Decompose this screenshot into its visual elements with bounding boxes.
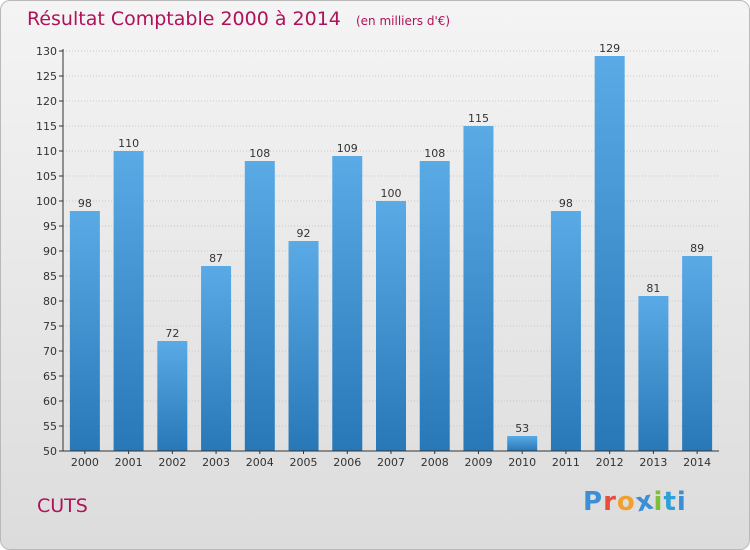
x-tick-label: 2011	[552, 456, 580, 469]
bar-2010	[507, 436, 538, 451]
y-tick-label: 130	[36, 45, 57, 58]
bar-2002	[157, 341, 188, 451]
y-tick-label: 80	[43, 295, 57, 308]
bar-2004	[244, 161, 275, 451]
x-tick-label: 2006	[333, 456, 361, 469]
value-label: 72	[165, 327, 179, 340]
x-tick-label: 2003	[202, 456, 230, 469]
logo-letter: r	[603, 487, 617, 517]
value-label: 87	[209, 252, 223, 265]
value-label: 108	[249, 147, 270, 160]
value-label: 92	[297, 227, 311, 240]
bar-2000	[69, 211, 100, 451]
y-tick-label: 95	[43, 220, 57, 233]
x-tick-label: 2000	[71, 456, 99, 469]
x-tick-label: 2014	[683, 456, 711, 469]
y-tick-label: 125	[36, 70, 57, 83]
bar-2008	[419, 161, 450, 451]
x-tick-label: 2001	[115, 456, 143, 469]
x-tick-label: 2010	[508, 456, 536, 469]
bar-2014	[682, 256, 713, 451]
commune-name: CUTS	[37, 495, 88, 517]
bar-2001	[113, 151, 144, 451]
axes	[59, 49, 719, 454]
x-tick-label: 2012	[596, 456, 624, 469]
bar-2012	[594, 56, 625, 451]
x-tick-label: 2004	[246, 456, 274, 469]
value-label: 110	[118, 137, 139, 150]
logo-letter: i	[676, 487, 687, 517]
bar-2011	[550, 211, 581, 451]
x-tick-label: 2013	[639, 456, 667, 469]
bar-2007	[376, 201, 406, 451]
bar-2006	[332, 156, 363, 451]
value-label: 115	[468, 112, 489, 125]
x-tick-label: 2005	[290, 456, 318, 469]
x-tick-label: 2002	[158, 456, 186, 469]
y-tick-label: 50	[43, 445, 57, 458]
title-row: Résultat Comptable 2000 à 2014 (en milli…	[27, 8, 450, 30]
y-tick-label: 60	[43, 395, 57, 408]
x-tick-label: 2008	[421, 456, 449, 469]
y-tick-label: 120	[36, 95, 57, 108]
y-tick-label: 100	[36, 195, 57, 208]
chart-subtitle: (en milliers d'€)	[355, 14, 451, 28]
value-label: 98	[559, 197, 573, 210]
logo-letter: t	[663, 487, 677, 517]
y-tick-label: 85	[43, 270, 57, 283]
bar-2013	[638, 296, 669, 451]
value-label: 108	[424, 147, 445, 160]
y-tick-label: 105	[36, 170, 57, 183]
logo-letter: o	[616, 487, 636, 517]
logo-letter: i	[653, 487, 664, 517]
value-label: 129	[599, 42, 620, 55]
labels: 50 55 60 65 70 75 80 85 90 95 100 105 110 115 120 125 13…	[36, 42, 711, 469]
y-tick-label: 75	[43, 320, 57, 333]
y-tick-label: 70	[43, 345, 57, 358]
y-tick-label: 115	[36, 120, 57, 133]
y-tick-label: 90	[43, 245, 57, 258]
x-tick-label: 2007	[377, 456, 405, 469]
value-label: 89	[690, 242, 704, 255]
value-label: 98	[78, 197, 92, 210]
bar-2003	[201, 266, 232, 451]
value-label: 53	[515, 422, 529, 435]
y-tick-label: 65	[43, 370, 57, 383]
value-label: 100	[381, 187, 402, 200]
x-tick-label: 2009	[464, 456, 492, 469]
bars	[69, 56, 713, 451]
y-tick-label: 110	[36, 145, 57, 158]
chart-title: Résultat Comptable 2000 à 2014	[27, 8, 341, 30]
proxiti-logo: Proxiti	[583, 485, 687, 518]
value-label: 81	[646, 282, 660, 295]
logo-letter: P	[583, 487, 604, 517]
bar-2009	[463, 126, 494, 451]
bar-2005	[288, 241, 319, 451]
y-tick-label: 55	[43, 420, 57, 433]
value-label: 109	[337, 142, 358, 155]
